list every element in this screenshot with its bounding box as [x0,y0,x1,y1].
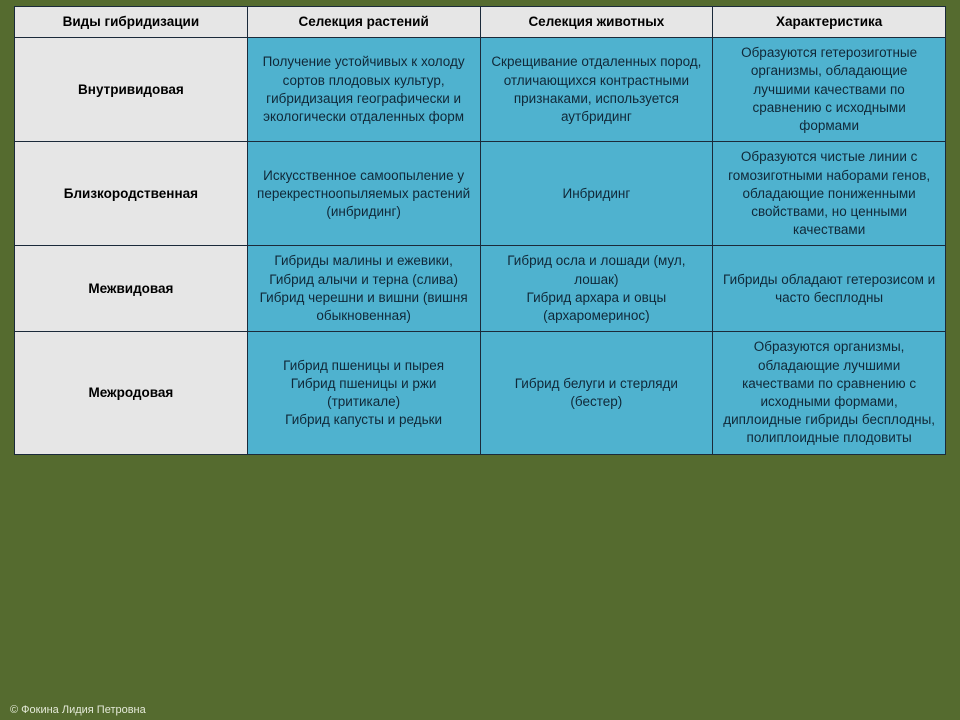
cell-2-0: Гибриды малины и ежевики,Гибрид алычи и … [247,246,480,332]
table-row: Межродовая Гибрид пшеницы и пыреяГибрид … [15,332,946,454]
cell-1-2: Образуются чистые линии с гомозиготными … [713,142,946,246]
table-header-row: Виды гибридизации Селекция растений Селе… [15,7,946,38]
table-row: Межвидовая Гибриды малины и ежевики,Гибр… [15,246,946,332]
cell-0-2: Образуются гетерозиготные организмы, обл… [713,38,946,142]
cell-3-2: Образуются организмы, обладающие лучшими… [713,332,946,454]
cell-2-1: Гибрид осла и лошади (мул, лошак)Гибрид … [480,246,713,332]
row-label-1: Близкородственная [15,142,248,246]
cell-3-0: Гибрид пшеницы и пыреяГибрид пшеницы и р… [247,332,480,454]
table-row: Внутривидовая Получение устойчивых к хол… [15,38,946,142]
table-header: Виды гибридизации Селекция растений Селе… [15,7,946,38]
cell-0-1: Скрещивание отдаленных пород, отличающих… [480,38,713,142]
table-row: Близкородственная Искусственное самоопыл… [15,142,946,246]
table-body: Внутривидовая Получение устойчивых к хол… [15,38,946,454]
cell-1-0: Искусственное самоопыление у перекрестно… [247,142,480,246]
cell-1-1: Инбридинг [480,142,713,246]
col-header-2: Селекция животных [480,7,713,38]
col-header-0: Виды гибридизации [15,7,248,38]
cell-3-1: Гибрид белуги и стерляди (бестер) [480,332,713,454]
cell-0-0: Получение устойчивых к холоду сортов пло… [247,38,480,142]
hybridization-table: Виды гибридизации Селекция растений Селе… [14,6,946,455]
slide: Виды гибридизации Селекция растений Селе… [0,0,960,720]
row-label-0: Внутривидовая [15,38,248,142]
row-label-2: Межвидовая [15,246,248,332]
row-label-3: Межродовая [15,332,248,454]
cell-2-2: Гибриды обладают гетерозисом и часто бес… [713,246,946,332]
col-header-1: Селекция растений [247,7,480,38]
col-header-3: Характеристика [713,7,946,38]
copyright-footer: © Фокина Лидия Петровна [10,704,146,716]
